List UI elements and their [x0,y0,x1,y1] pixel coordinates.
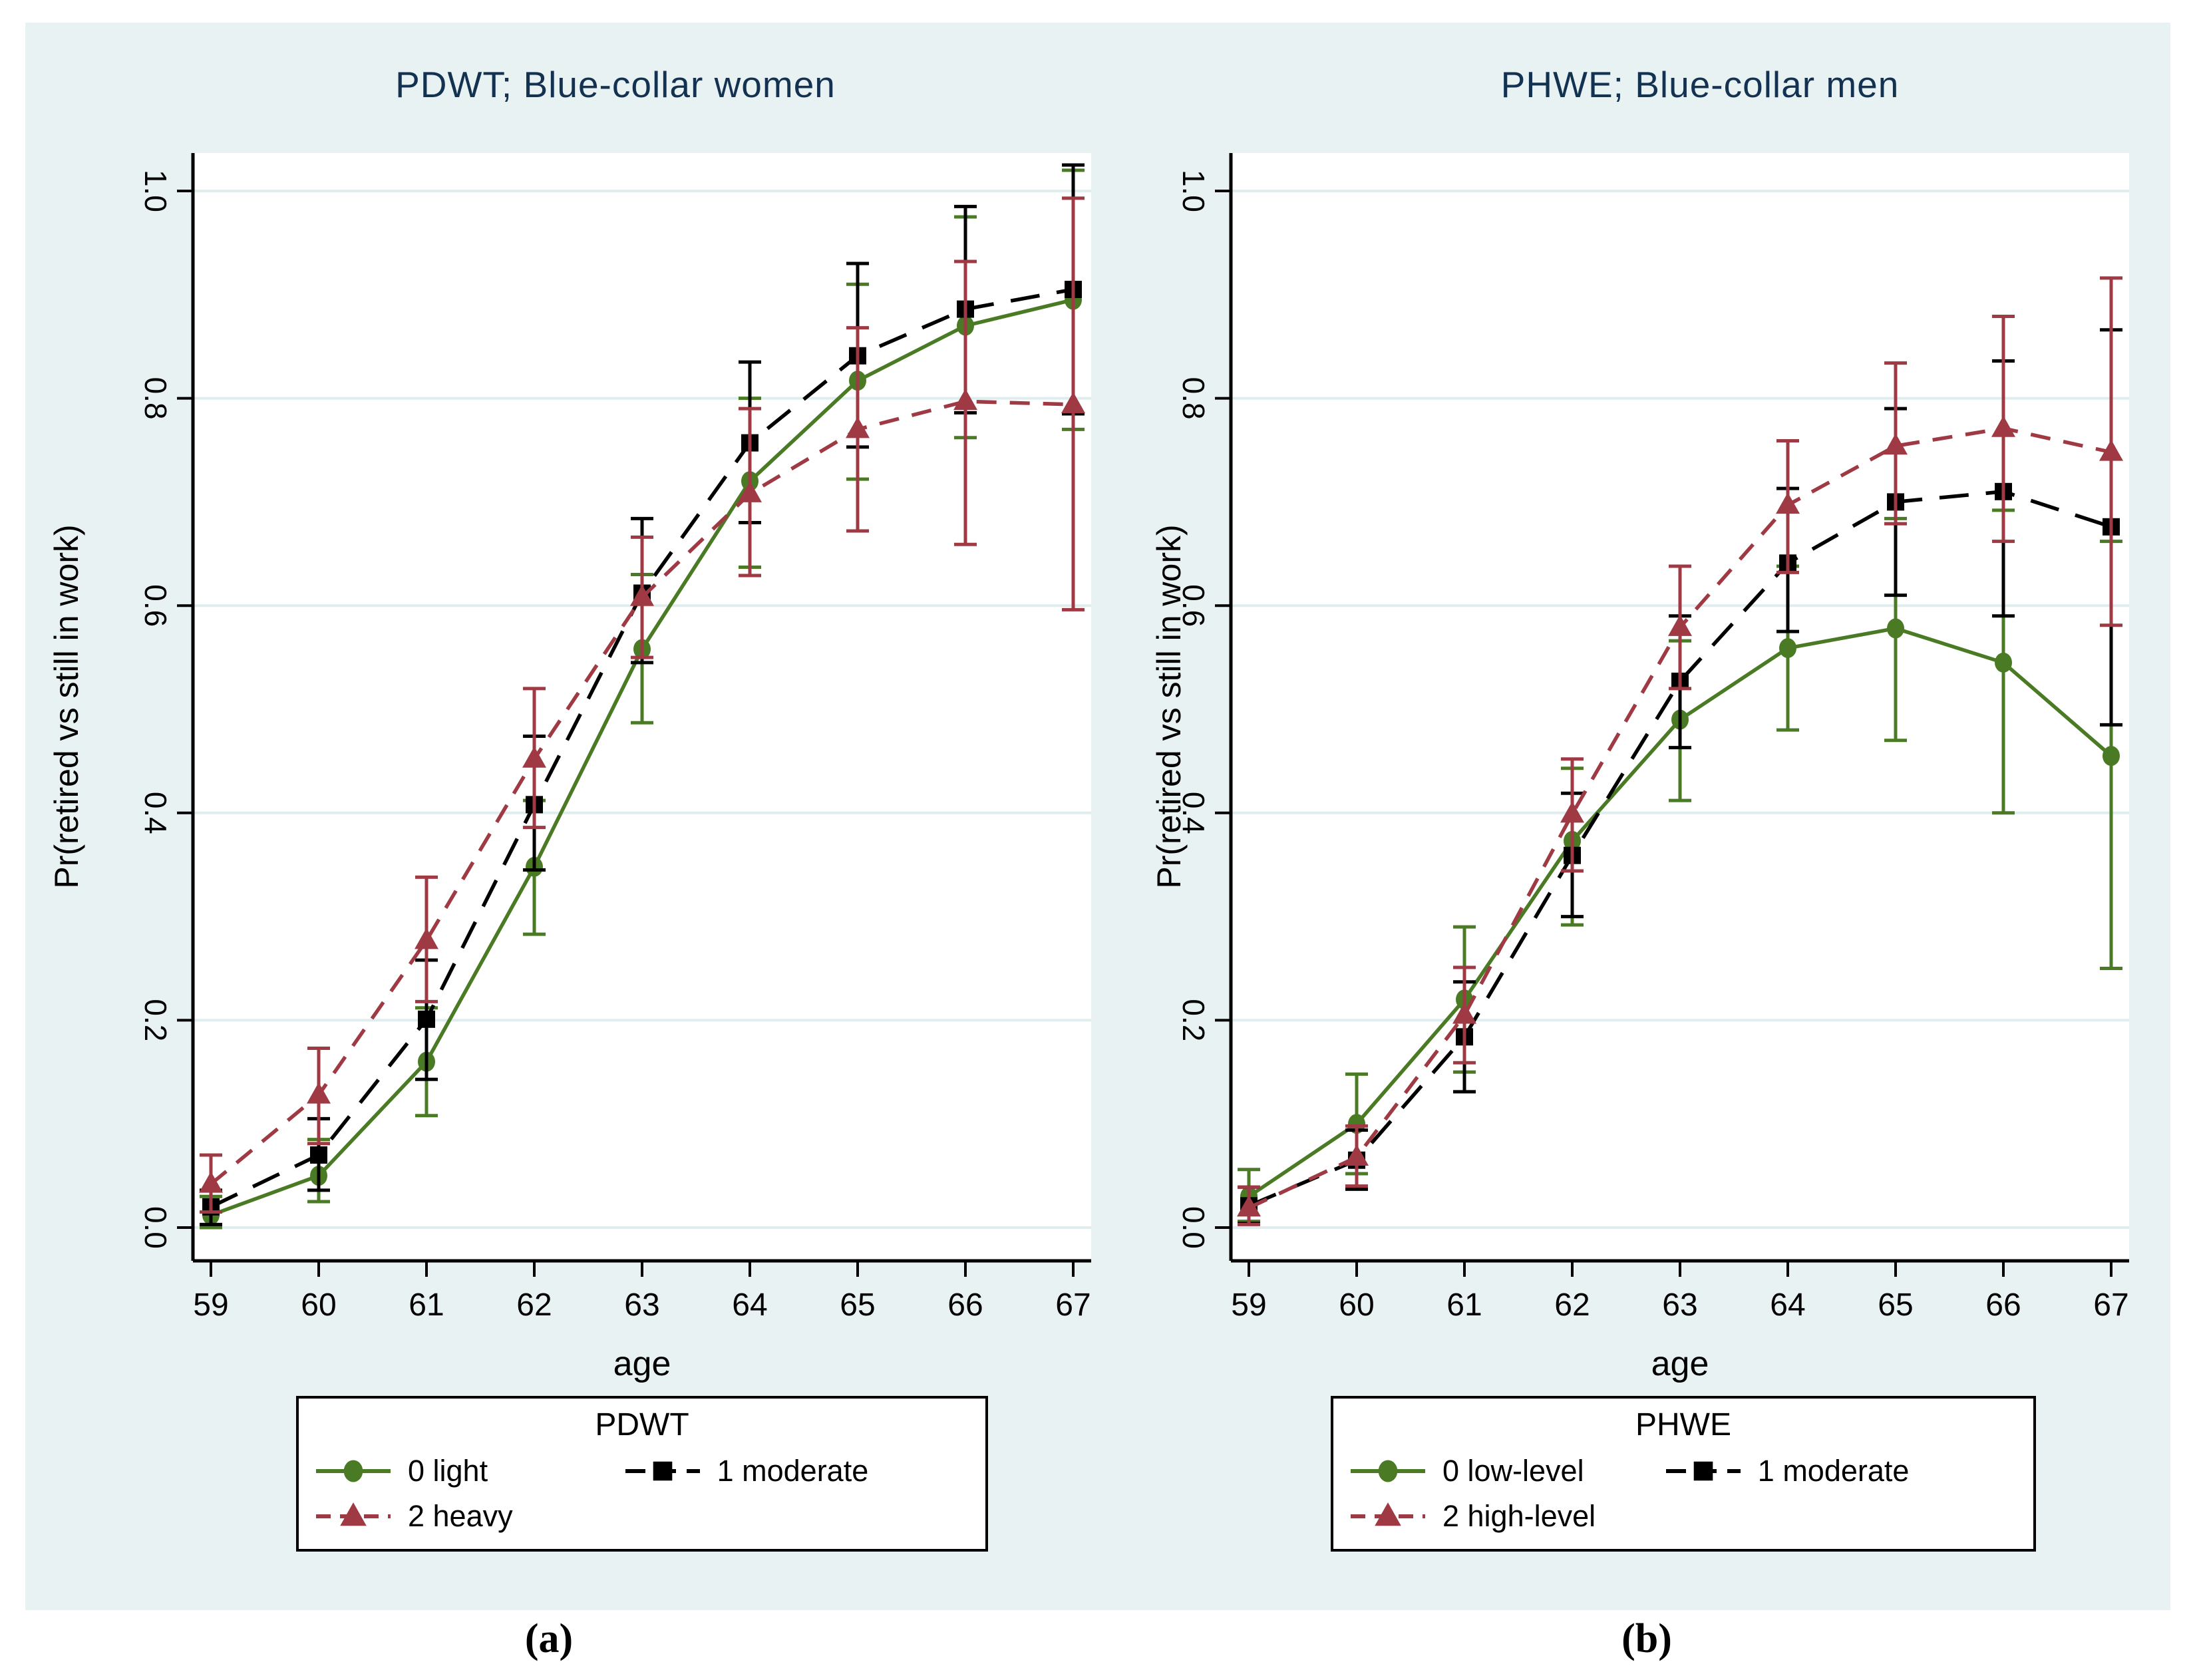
marker-triangle [2099,439,2123,461]
y-tick-label: 0.4 [1176,792,1211,834]
y-tick-label: 1.0 [1176,170,1211,212]
legend-swatch-circle-icon [316,1460,391,1482]
gridlines [193,190,1091,1229]
marker-triangle [522,746,546,768]
legend-swatch-triangle-icon [1351,1502,1425,1526]
x-tick-label: 63 [624,1287,659,1323]
x-tick-label: 66 [1985,1287,2021,1323]
marker-triangle [630,584,654,606]
legend-pdwt: PDWT 0 light 1 moderate 2 heavy [296,1396,988,1552]
chart-panel-phwe: 0.0 0.2 0.4 0.6 0.8 1.0 59 60 61 62 63 64 65 66 67 [1176,153,2129,1323]
legend-phwe: PHWE 0 low-level 1 moderate 2 high-level [1331,1396,2036,1552]
gridlines [1231,190,2129,1229]
marker-triangle [953,389,977,411]
x-tick-label: 61 [1446,1287,1482,1323]
subfigure-label-a: (a) [524,1616,574,1661]
y-axis-title-left: Pr(retired vs still in work) [48,524,85,889]
legend-title: PHWE [1635,1407,1731,1442]
marker-circle [1378,1460,1398,1482]
x-tick-label: 62 [1554,1287,1590,1323]
series-2-heavy [199,196,1085,1214]
legend-title: PDWT [595,1407,689,1442]
x-tick-label: 65 [840,1287,875,1323]
marker-circle [343,1460,363,1482]
legend-entry: 0 low-level [1348,1454,1663,1488]
x-tick-label: 60 [301,1287,336,1323]
legend-label: 1 moderate [1757,1454,1910,1488]
marker-triangle [738,480,762,502]
marker-square [310,1146,327,1164]
marker-square [418,1010,435,1028]
y-tick-label: 1.0 [138,170,173,212]
marker-circle [2103,746,2120,766]
legend-label: 2 heavy [408,1499,513,1533]
y-tick-label: 0.0 [1176,1206,1211,1249]
x-tick-label: 61 [409,1287,444,1323]
marker-triangle [1375,1502,1401,1526]
legend-label: 0 low-level [1442,1454,1584,1488]
legend-label: 0 light [408,1454,488,1488]
subfigure-label-b: (b) [1621,1616,1672,1661]
x-tick-label: 64 [732,1287,767,1323]
marker-triangle [846,417,870,438]
marker-circle [1779,638,1796,659]
marker-triangle [307,1082,331,1104]
chart-panel-pdwt: 0.0 0.2 0.4 0.6 0.8 1.0 59 60 61 62 63 64 65 66 67 [138,153,1091,1323]
marker-triangle [1452,1002,1476,1024]
y-tick-label: 0.2 [138,999,173,1041]
marker-triangle [340,1502,367,1526]
marker-triangle [1776,492,1800,514]
x-tick-label: 66 [947,1287,983,1323]
legend-entry: 1 moderate [623,1454,985,1488]
marker-triangle [1237,1195,1261,1217]
series-line [1248,490,2112,1208]
marker-square [653,1461,672,1481]
marker-circle [1887,618,1904,639]
legend-swatch-circle-icon [1351,1460,1425,1482]
series-2-high-level [1237,276,2123,1226]
marker-triangle [1884,433,1908,455]
y-tick-label: 0.4 [138,792,173,834]
y-axis-title-right: Pr(retired vs still in work) [1150,524,1188,889]
marker-triangle [1560,801,1584,823]
legend-swatch-triangle-icon [316,1502,391,1526]
legend-entry: 1 moderate [1663,1454,2033,1488]
legend-entry: 2 high-level [1348,1499,1663,1534]
panel-title-left: PDWT; Blue-collar women [395,64,836,105]
legend-label: 1 moderate [717,1454,869,1488]
marker-circle [1995,652,2012,673]
x-axis-title-left: age [613,1345,671,1383]
x-tick-label: 67 [2093,1287,2128,1323]
y-tick-label: 0.8 [138,377,173,420]
y-tick-label: 0.6 [138,584,173,627]
legend-swatch-square-icon [625,1461,700,1481]
x-tick-label: 59 [193,1287,228,1323]
marker-triangle [1345,1144,1369,1166]
y-tick-label: 0.8 [1176,377,1211,420]
x-tick-label: 59 [1231,1287,1266,1323]
legend-entry: 2 heavy [313,1499,623,1534]
x-tick-label: 65 [1878,1287,1913,1323]
x-tick-label: 63 [1662,1287,1697,1323]
marker-triangle [1668,614,1692,636]
legend-entry: 0 light [313,1454,623,1488]
x-tick-label: 60 [1339,1287,1374,1323]
y-tick-label: 0.2 [1176,999,1211,1041]
legend-label: 2 high-level [1442,1499,1596,1533]
x-tick-label: 67 [1055,1287,1091,1323]
legend-swatch-square-icon [1665,1461,1741,1481]
x-tick-label: 64 [1770,1287,1805,1323]
y-tick-label: 0.0 [138,1206,173,1249]
marker-triangle [1061,391,1085,413]
marker-triangle [199,1171,223,1193]
marker-triangle [1991,415,2015,437]
y-tick-label: 0.6 [1176,584,1211,627]
panel-title-right: PHWE; Blue-collar men [1500,64,1900,105]
x-tick-label: 62 [516,1287,552,1323]
marker-triangle [415,927,438,949]
x-axis-title-right: age [1651,1345,1709,1383]
marker-square [1693,1461,1713,1481]
